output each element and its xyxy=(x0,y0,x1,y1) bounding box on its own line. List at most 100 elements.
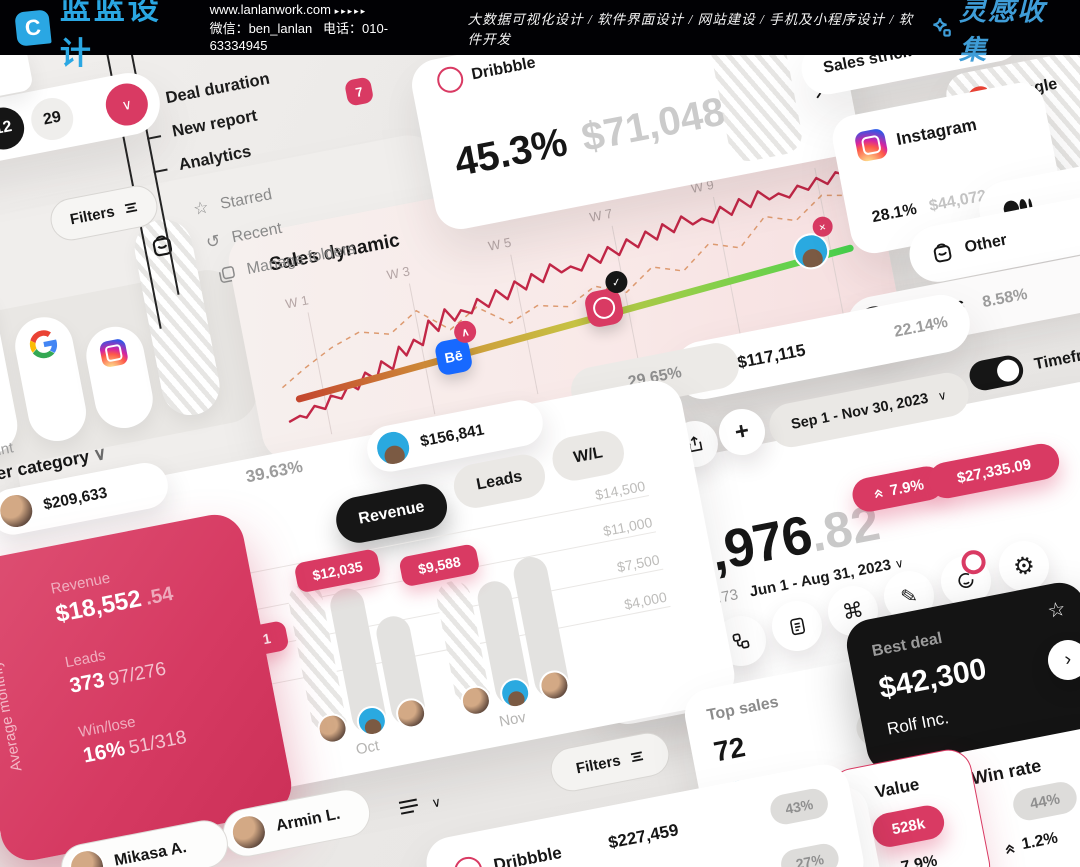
win-rate-card[interactable]: Win rate 44% 1.2% xyxy=(940,722,1080,867)
site-header: C 蓝蓝设计 www.lanlanwork.com ▸▸▸▸▸ 微信：ben_l… xyxy=(0,0,1080,71)
dribbble-logo-icon xyxy=(451,854,485,867)
stat-percent: 28.1% xyxy=(870,200,919,227)
day-next[interactable]: 29 xyxy=(27,94,77,144)
arrows-decor: ▸▸▸▸▸ xyxy=(334,6,368,16)
star-icon: ☆ xyxy=(191,197,211,220)
filters-pill[interactable]: Filters xyxy=(46,182,162,244)
top-sales-count: 72 xyxy=(711,731,748,768)
row-value: $227,459 xyxy=(606,820,680,853)
row-platform: Dribbble xyxy=(491,842,564,867)
card-title: Value xyxy=(873,774,921,802)
menu-item-recent[interactable]: ↺ Recent xyxy=(204,219,284,253)
instagram-icon xyxy=(98,337,130,369)
menu-item-manage-folders[interactable]: Manage folders xyxy=(217,240,357,284)
other-pill[interactable]: Other xyxy=(904,189,1080,287)
site-url[interactable]: www.lanlanwork.com xyxy=(209,2,331,17)
x-tick: Oct xyxy=(354,737,381,759)
chevrons-up-icon xyxy=(1002,840,1017,855)
menu-item-analytics[interactable]: Analytics xyxy=(177,142,253,175)
chevron-down-icon: ∨ xyxy=(893,555,905,572)
star-icon[interactable]: ☆ xyxy=(1045,597,1068,623)
folder-menu: Deal duration New report Analytics 7 ☆ S… xyxy=(96,0,482,329)
value-delta: 7.9% xyxy=(899,852,939,867)
filter-lines-icon xyxy=(122,201,139,216)
revenue-cents: .54 xyxy=(143,582,176,610)
dribbble-logo-icon xyxy=(591,294,618,321)
tab-leads[interactable]: Leads xyxy=(450,450,549,512)
avatar xyxy=(0,489,38,533)
leads-value: 373 xyxy=(67,668,107,698)
instagram-icon xyxy=(853,127,889,163)
sales-dynamic-card: Sales dynamic W 1 W 3 W 5 W 7 W 9 W 11 B… xyxy=(224,115,906,465)
timeframe-label: Timeframe xyxy=(1032,341,1080,374)
user-name: Mikasa A. xyxy=(112,839,188,867)
chevrons-up-icon xyxy=(871,486,885,500)
platform-name: Instagram xyxy=(894,114,979,150)
bar-other[interactable] xyxy=(129,214,225,421)
filters-label: Filters xyxy=(68,202,116,228)
bag-icon xyxy=(930,240,956,266)
chevron-down-icon: ∨ xyxy=(936,388,948,404)
chevron-down-icon: ∨ xyxy=(91,442,109,465)
timeframe-toggle-row: Timeframe xyxy=(966,325,1080,393)
best-deal-company: Rolf Inc. xyxy=(885,708,951,739)
y-tick: $14,500 xyxy=(593,477,647,504)
lanlan-logo-icon: C xyxy=(14,8,52,47)
chat-button[interactable] xyxy=(936,548,996,611)
y-tick: $4,000 xyxy=(622,588,669,613)
win-rate-badge: 44% xyxy=(1010,779,1080,823)
sparkle-icon xyxy=(927,15,953,41)
filter-lines-icon xyxy=(628,750,645,765)
menu-item-new-report[interactable]: New report xyxy=(170,106,259,141)
referrer-bars-widget xyxy=(0,214,289,509)
card-title: Top sales xyxy=(705,693,781,725)
inspiration-collect[interactable]: 灵感收集 xyxy=(927,0,1066,67)
filters-pill[interactable]: Filters xyxy=(546,728,674,796)
menu-item-deal-duration[interactable]: Deal duration xyxy=(164,69,272,108)
card-title: Win rate xyxy=(969,755,1043,789)
avatar xyxy=(372,426,415,470)
bar-google[interactable] xyxy=(10,312,91,446)
row-badge: 27% xyxy=(778,841,842,867)
winlose-value: 16% xyxy=(81,736,127,768)
leads-extra: 97/276 xyxy=(106,658,168,691)
win-rate-delta: 1.2% xyxy=(1020,829,1060,854)
stat-percent: 8.58% xyxy=(981,285,1029,312)
document-button[interactable] xyxy=(767,596,827,656)
menu-item-starred[interactable]: ☆ Starred xyxy=(191,186,274,220)
day-selected[interactable]: 12 xyxy=(0,103,28,154)
y-tick: $7,500 xyxy=(615,551,661,576)
user-name: Armin L. xyxy=(274,805,342,835)
avatar xyxy=(227,811,270,854)
chevrons-up-icon xyxy=(881,863,896,867)
avatar xyxy=(790,230,833,273)
winlose-extra: 51/318 xyxy=(127,726,189,759)
stat-value: $117,115 xyxy=(735,340,808,373)
expand-button[interactable]: ∨ xyxy=(102,79,152,130)
behance-logo-icon: Bē xyxy=(443,346,464,367)
history-icon: ↺ xyxy=(204,230,223,253)
best-deal-amount: $42,300 xyxy=(876,652,990,706)
services-list: 大数据可视化设计 / 软件界面设计 / 网站建设 / 手机及小程序设计 / 软件… xyxy=(467,11,914,47)
wechat-label: 微信：ben_lanlan xyxy=(209,21,313,36)
chart-percent: 39.63% xyxy=(244,456,305,487)
notification-badge: 7 xyxy=(343,76,375,107)
brand-name: 蓝蓝设计 xyxy=(59,0,162,71)
tab-wl[interactable]: W/L xyxy=(548,427,628,485)
phone-label: 电话：010-63334945 xyxy=(209,21,389,53)
growth-badge: 7.9% xyxy=(849,463,947,515)
bag-icon xyxy=(148,232,176,260)
card-title: Best deal xyxy=(870,629,944,661)
stat-percent: 45.3% xyxy=(451,120,571,185)
folders-icon xyxy=(217,264,237,284)
contact-block: www.lanlanwork.com ▸▸▸▸▸ 微信：ben_lanlan 电… xyxy=(210,1,432,54)
stat-percent: 22.14% xyxy=(892,313,950,341)
user-marker[interactable]: + xyxy=(790,214,835,273)
org-chart-button[interactable] xyxy=(711,611,771,671)
pill-label: Other xyxy=(963,231,1009,257)
avatar xyxy=(65,846,109,867)
list-menu-button[interactable]: ∨ xyxy=(396,792,443,820)
toggle-switch[interactable] xyxy=(966,353,1026,393)
google-icon xyxy=(27,328,60,361)
